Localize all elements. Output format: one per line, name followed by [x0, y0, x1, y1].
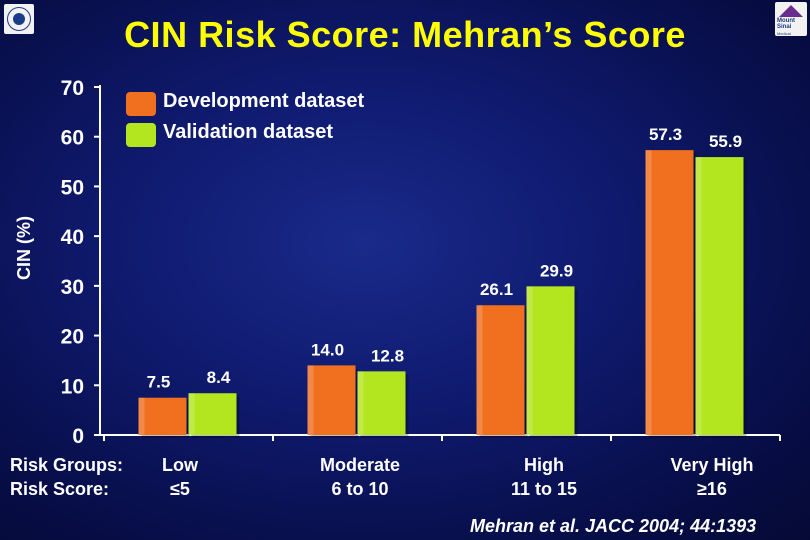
bar-highlight	[307, 365, 314, 435]
legend-swatch-development	[126, 92, 156, 116]
legend-swatch-validation	[126, 123, 156, 147]
legend-label-development: Development dataset	[163, 90, 365, 112]
category-label-moderate: Moderate 6 to 10	[319, 455, 400, 499]
bar-validation-moderate	[357, 371, 406, 435]
legend-label-validation: Validation dataset	[163, 121, 334, 143]
bar-highlight	[695, 157, 702, 435]
bar-development-moderate	[307, 365, 356, 435]
bar-highlight	[188, 393, 195, 435]
bar-validation-very-high	[695, 157, 744, 435]
bar-highlight	[357, 371, 364, 435]
data-label: 12.8	[371, 346, 404, 365]
bar-development-very-high	[645, 150, 694, 435]
data-label: 55.9	[709, 132, 742, 151]
risk-groups-row-label: Risk Groups:	[10, 455, 124, 475]
bar-highlight	[526, 286, 533, 435]
y-tick-label: 50	[61, 176, 84, 199]
y-tick-label: 70	[61, 77, 84, 100]
category-label-very-high: Very High ≥16	[670, 455, 754, 499]
data-label: 14.0	[311, 340, 344, 359]
y-tick-label: 0	[72, 425, 84, 448]
data-label: 29.9	[540, 261, 573, 280]
y-tick-label: 60	[61, 127, 84, 150]
y-tick-label: 40	[61, 226, 84, 249]
category-label-low: Low ≤5	[162, 455, 198, 499]
y-tick-label: 20	[61, 326, 84, 349]
bar-validation-low	[188, 393, 237, 435]
citation: Mehran et al. JACC 2004; 44:1393	[470, 516, 757, 536]
bar-highlight	[476, 305, 483, 435]
data-label: 8.4	[207, 368, 231, 387]
bar-development-high	[476, 305, 525, 435]
bar-highlight	[138, 397, 145, 435]
data-label: 26.1	[480, 280, 513, 299]
data-label: 7.5	[147, 373, 171, 392]
institution-logo	[4, 4, 34, 34]
y-tick-label: 30	[61, 276, 84, 299]
risk-score-row-label: Risk Score:	[10, 479, 110, 499]
mount-sinai-logo: Mount Sinai Medical	[775, 2, 807, 36]
bar-validation-high	[526, 286, 575, 435]
slide-title: CIN Risk Score: Mehran’s Score	[124, 14, 686, 55]
bar-highlight	[645, 150, 652, 435]
y-axis-label: CIN (%)	[14, 216, 34, 280]
data-label: 57.3	[649, 125, 682, 144]
y-tick-label: 10	[61, 375, 84, 398]
bar-development-low	[138, 397, 187, 435]
category-label-high: High 11 to 15	[510, 455, 578, 499]
